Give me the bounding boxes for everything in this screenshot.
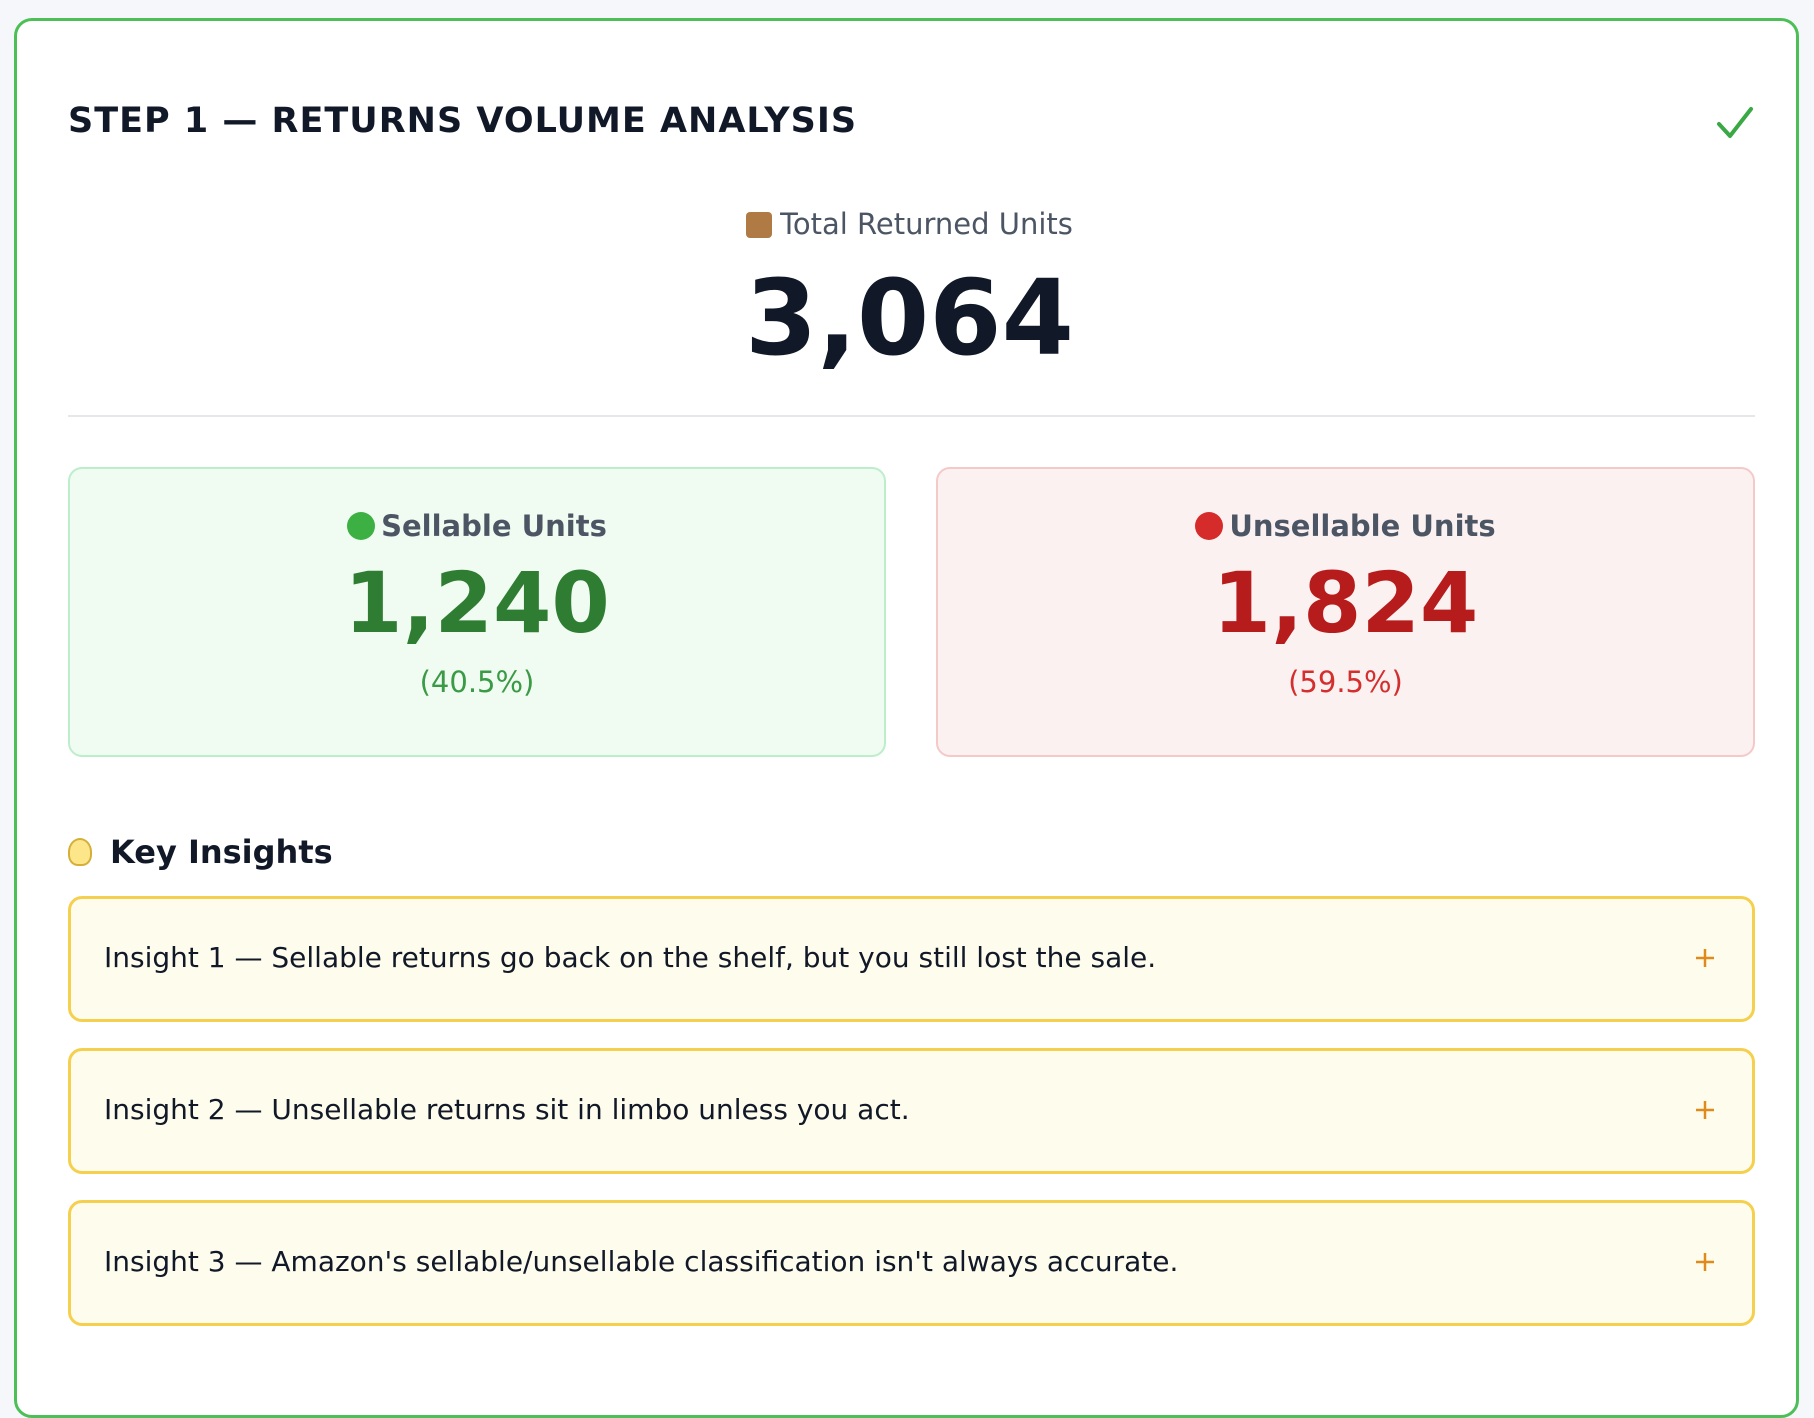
- expand-icon[interactable]: [1694, 1251, 1716, 1273]
- sellable-value: 1,240: [344, 554, 610, 652]
- insight-item[interactable]: Insight 1 — Sellable returns go back on …: [68, 896, 1755, 1022]
- insight-item[interactable]: Insight 3 — Amazon's sellable/unsellable…: [68, 1200, 1755, 1326]
- box-icon: [746, 212, 773, 238]
- sellable-label: Sellable Units: [381, 509, 607, 543]
- step-title: STEP 1 — RETURNS VOLUME ANALYSIS: [68, 101, 858, 141]
- step-card: STEP 1 — RETURNS VOLUME ANALYSIS Total R…: [14, 18, 1799, 1418]
- page: {"header": {"title": "STEP 1 — RETURNS V…: [14, 18, 1799, 1418]
- unsellable-percent: (59.5%): [1288, 665, 1403, 699]
- insight-text: Insight 2 — Unsellable returns sit in li…: [104, 1093, 910, 1126]
- unsellable-label-row: Unsellable Units: [938, 509, 1753, 543]
- check-icon: [1717, 107, 1753, 138]
- unsellable-value: 1,824: [1212, 554, 1479, 652]
- green-dot: [347, 512, 376, 540]
- sellable-box: Sellable Units 1,240 (40.5%): [68, 467, 886, 757]
- sellable-percent: (40.5%): [419, 665, 535, 699]
- bulb-icon: [68, 838, 92, 866]
- expand-icon[interactable]: [1694, 947, 1716, 969]
- insight-text: Insight 1 — Sellable returns go back on …: [104, 941, 1157, 974]
- total-label-row: Total Returned Units: [17, 207, 1802, 241]
- insight-item[interactable]: Insight 2 — Unsellable returns sit in li…: [68, 1048, 1755, 1174]
- divider: [68, 415, 1755, 417]
- insights-title-row: Key Insights: [68, 833, 333, 871]
- unsellable-box: Unsellable Units 1,824 (59.5%): [936, 467, 1755, 757]
- total-label: Total Returned Units: [780, 207, 1073, 241]
- insight-text: Insight 3 — Amazon's sellable/unsellable…: [104, 1245, 1179, 1278]
- unsellable-label: Unsellable Units: [1229, 509, 1496, 543]
- total-value: 3,064: [745, 257, 1074, 379]
- expand-icon[interactable]: [1694, 1099, 1716, 1121]
- insights-title: Key Insights: [110, 833, 333, 871]
- red-dot: [1195, 512, 1224, 540]
- sellable-label-row: Sellable Units: [70, 509, 884, 543]
